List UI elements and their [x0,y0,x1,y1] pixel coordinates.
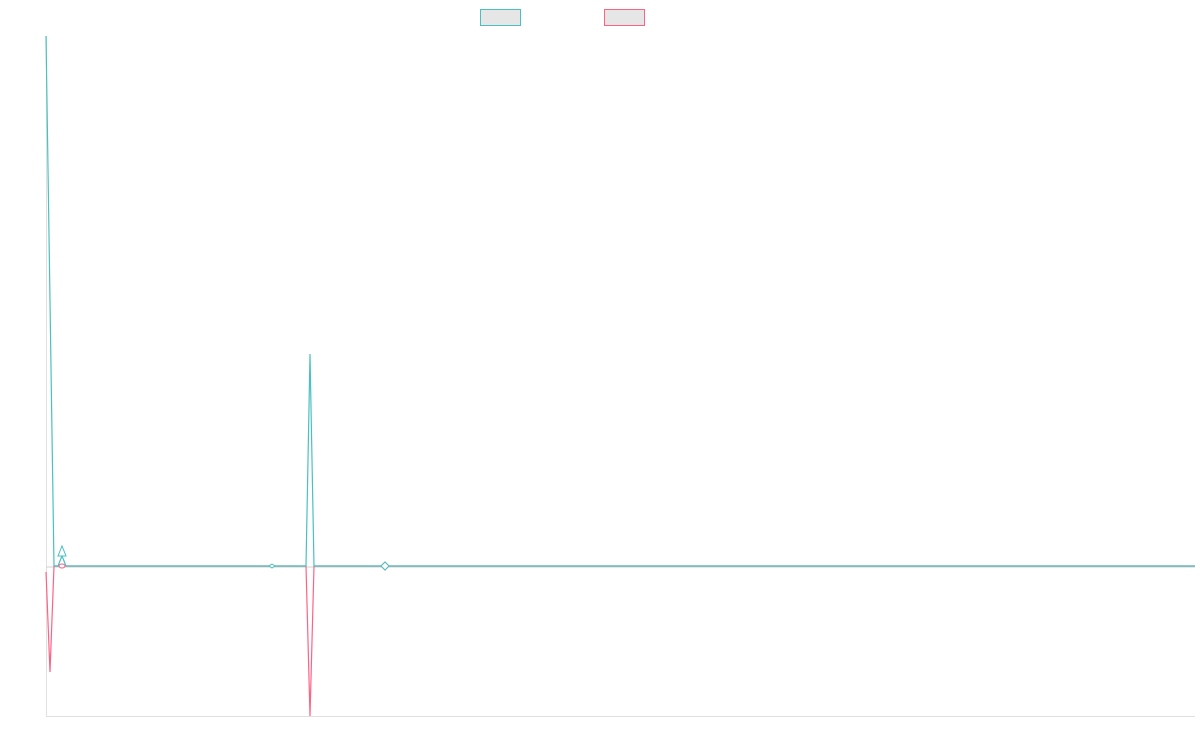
legend-swatch-2[interactable] [604,9,645,26]
series-2 [45,561,1195,717]
series-2-line [45,565,1195,717]
series-1-point-1[interactable] [57,544,67,557]
series-1-line [45,35,1195,567]
series-1-point-2[interactable] [268,563,276,569]
legend [480,9,645,26]
series-1-point-3[interactable] [380,561,390,571]
legend-swatch-1[interactable] [480,9,521,26]
series-2-point-1[interactable] [58,563,66,569]
series-1 [45,35,1195,571]
